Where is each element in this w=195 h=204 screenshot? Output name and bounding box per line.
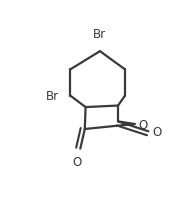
Text: O: O	[138, 118, 148, 131]
Text: O: O	[152, 125, 161, 138]
Text: Br: Br	[93, 28, 106, 41]
Text: Br: Br	[46, 90, 59, 103]
Text: O: O	[72, 155, 81, 168]
